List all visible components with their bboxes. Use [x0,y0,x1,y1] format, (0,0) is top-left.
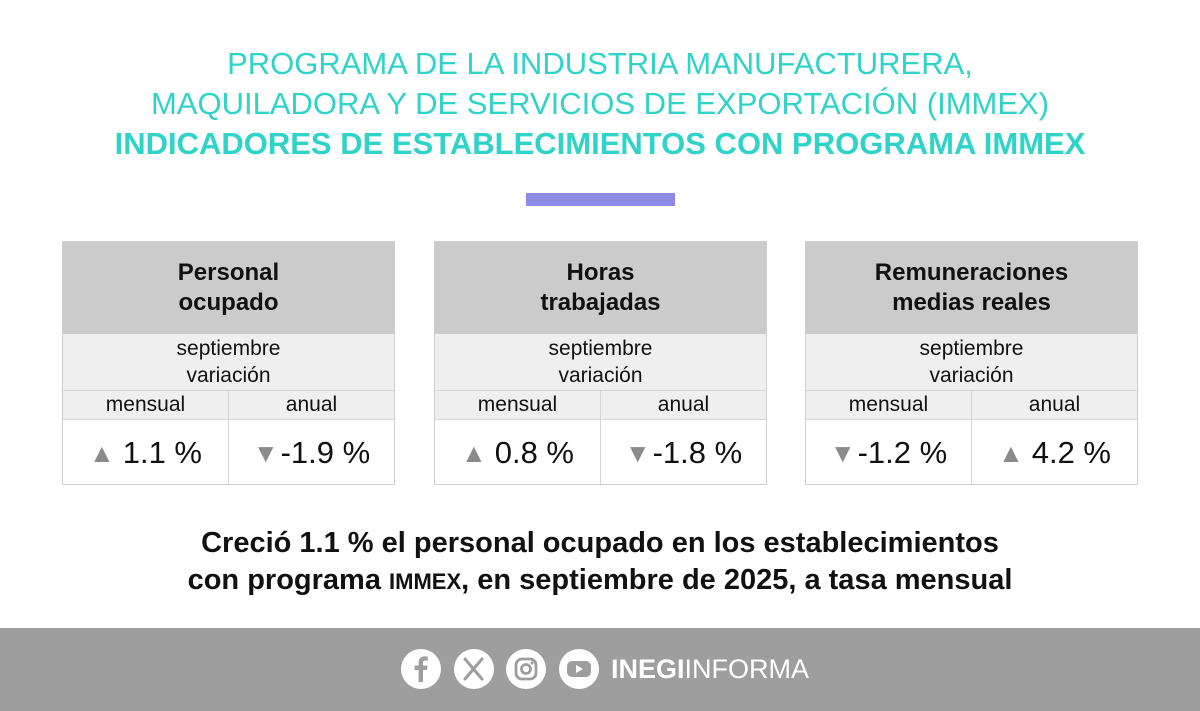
headline-part-c: , en septiembre de 2025, a tasa mensual [461,564,1013,596]
headline: Creció 1.1 % el personal ocupado en los … [0,525,1200,600]
up-arrow-icon: ▲ [997,437,1024,468]
headline-part-a: con programa [187,564,390,596]
down-arrow-icon: ▼ [252,437,279,468]
values-row: ▼ -1.2 % ▲ 4.2 % [806,420,1137,486]
column-headers: mensual anual [806,391,1137,420]
up-arrow-icon: ▲ [460,437,487,468]
variation-label: variación [558,364,643,387]
card-title: Personal ocupado [63,242,394,334]
col-annual-header: anual [285,393,338,416]
card-title-line-2: trabajadas [540,289,661,316]
column-headers: mensual anual [435,391,766,420]
indicator-card-personal: Personal ocupado septiembre variación me… [62,241,395,486]
annual-value-text: 4.2 % [1031,435,1111,470]
period-label: septiembre [548,337,653,360]
annual-value-text: -1.9 % [280,435,371,470]
card-title-line-2: ocupado [178,289,279,316]
period-label: septiembre [176,337,281,360]
values-row: ▲ 0.8 % ▼ -1.8 % [435,420,766,486]
page-title: PROGRAMA DE LA INDUSTRIA MANUFACTURERA, … [0,44,1200,164]
col-annual-header: anual [1028,393,1081,416]
card-title: Horas trabajadas [435,242,766,334]
monthly-value-text: 1.1 % [122,435,202,470]
monthly-value: ▼ -1.2 % [806,420,972,486]
monthly-value-text: 0.8 % [494,435,574,470]
monthly-value: ▲ 1.1 % [63,420,229,486]
brand-logo[interactable]: INEGIINFORMA [611,654,809,685]
variation-label: variación [929,364,1014,387]
col-annual-header: anual [657,393,710,416]
values-row: ▲ 1.1 % ▼ -1.9 % [63,420,394,486]
title-line-1: PROGRAMA DE LA INDUSTRIA MANUFACTURERA, [227,46,973,81]
period-label: septiembre [919,337,1024,360]
brand-bold: INEGI [611,654,685,684]
x-icon[interactable] [454,649,494,689]
card-subtitle: septiembre variación [63,334,394,391]
variation-label: variación [186,364,271,387]
headline-line-2: con programa IMMEX, en septiembre de 202… [0,562,1200,600]
card-title-line-2: medias reales [892,289,1051,316]
col-monthly-header: mensual [435,391,601,419]
down-arrow-icon: ▼ [624,437,651,468]
footer-bar: INEGIINFORMA [0,628,1200,711]
indicator-card-remuneraciones: Remuneraciones medias reales septiembre … [805,241,1138,486]
card-title-line-1: Remuneraciones [874,259,1069,286]
col-monthly-header: mensual [806,391,972,419]
title-line-3: INDICADORES DE ESTABLECIMIENTOS CON PROG… [114,126,1086,161]
indicator-card-horas: Horas trabajadas septiembre variación me… [434,241,767,486]
card-title-line-1: Horas [566,259,635,286]
annual-value: ▼ -1.8 % [601,420,766,486]
accent-divider [526,193,675,206]
card-title: Remuneraciones medias reales [806,242,1137,334]
headline-line-1: Creció 1.1 % el personal ocupado en los … [201,527,999,559]
annual-value-text: -1.8 % [652,435,743,470]
annual-value: ▲ 4.2 % [972,420,1137,486]
card-subtitle: septiembre variación [435,334,766,391]
headline-part-immex: IMMEX [389,569,462,594]
monthly-value: ▲ 0.8 % [435,420,601,486]
facebook-icon[interactable] [401,649,441,689]
up-arrow-icon: ▲ [88,437,115,468]
title-line-2: MAQUILADORA Y DE SERVICIOS DE EXPORTACIÓ… [150,86,1050,121]
instagram-icon[interactable] [506,649,546,689]
column-headers: mensual anual [63,391,394,420]
youtube-icon[interactable] [559,649,599,689]
col-monthly-header: mensual [63,391,229,419]
down-arrow-icon: ▼ [829,437,856,468]
annual-value: ▼ -1.9 % [229,420,394,486]
monthly-value-text: -1.2 % [857,435,948,470]
card-subtitle: septiembre variación [806,334,1137,391]
card-title-line-1: Personal [177,259,280,286]
brand-rest: INFORMA [684,654,810,684]
